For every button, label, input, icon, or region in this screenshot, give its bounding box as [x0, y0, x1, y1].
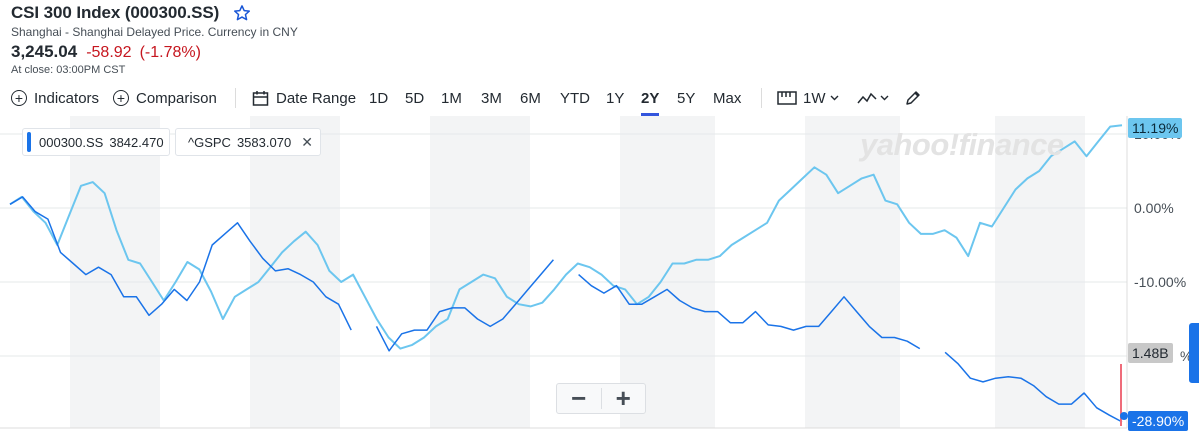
plus-circle-icon: +	[11, 90, 27, 106]
zoom-out-button[interactable]: −	[571, 383, 587, 413]
zoom-in-button[interactable]: +	[615, 383, 631, 413]
line-chart-icon	[857, 91, 877, 105]
comparison-button[interactable]: + Comparison	[113, 86, 217, 110]
chart-area[interactable]: 10.00%0.00%-10.00%%	[0, 116, 1199, 431]
chart-toolbar: + Indicators + Comparison Date Range 1D …	[0, 86, 1199, 110]
chart-type-dropdown[interactable]	[857, 86, 889, 110]
line-chart[interactable]: 10.00%0.00%-10.00%%	[0, 116, 1199, 431]
active-range-underline	[641, 113, 659, 116]
time-band	[995, 116, 1085, 428]
volume-tag: 1.48B	[1128, 343, 1173, 363]
range-1d[interactable]: 1D	[369, 89, 389, 107]
interval-dropdown[interactable]: 1W	[777, 86, 839, 110]
pencil-icon	[904, 89, 922, 107]
chevron-down-icon	[880, 95, 889, 101]
gspc-last-value-tag: 11.19%	[1128, 118, 1183, 138]
time-bands	[70, 116, 1085, 428]
range-6m[interactable]: 6M	[520, 89, 541, 107]
legend-item-csi[interactable]: 000300.SS 3842.470	[22, 128, 170, 156]
range-5y[interactable]: 5Y	[677, 89, 696, 107]
range-ytd[interactable]: YTD	[560, 89, 590, 107]
last-point-marker	[1120, 412, 1128, 420]
current-price: 3,245.04	[11, 42, 78, 61]
close-time: At close: 03:00PM CST	[11, 64, 126, 76]
plus-circle-icon: +	[113, 90, 129, 106]
indicators-button[interactable]: + Indicators	[11, 86, 99, 110]
series-line-csi	[9, 196, 1123, 423]
legend-value: 3583.070	[236, 134, 292, 150]
range-max[interactable]: Max	[713, 89, 742, 107]
page-title: CSI 300 Index (000300.SS)	[11, 3, 220, 22]
toolbar-divider	[761, 88, 762, 108]
series-line-gspc	[9, 124, 1123, 350]
interval-label: 1W	[803, 89, 826, 107]
chevron-down-icon	[830, 95, 839, 101]
y-axis-label: 0.00%	[1134, 200, 1174, 216]
exchange-subtitle: Shanghai - Shanghai Delayed Price. Curre…	[11, 25, 298, 39]
price-change: -58.92	[86, 44, 132, 61]
star-icon[interactable]	[233, 4, 251, 22]
range-5d[interactable]: 5D	[405, 89, 425, 107]
date-range-button[interactable]: Date Range	[252, 86, 356, 110]
time-band	[805, 116, 900, 428]
draw-tool-button[interactable]	[904, 86, 922, 110]
y-axis-label: -10.00%	[1134, 274, 1186, 290]
series-lines	[9, 124, 1123, 423]
indicators-label: Indicators	[34, 89, 100, 107]
legend-symbol: ^GSPC	[188, 134, 231, 150]
calendar-icon	[252, 90, 269, 107]
comparison-label: Comparison	[136, 89, 217, 107]
range-2y[interactable]: 2Y	[641, 89, 660, 107]
series-color-swatch	[27, 132, 31, 152]
price-change-percent: (-1.78%)	[139, 44, 201, 61]
zoom-divider	[600, 388, 602, 409]
zoom-controls: − +	[556, 383, 646, 414]
close-icon[interactable]: ✕	[301, 133, 313, 150]
quote-header: CSI 300 Index (000300.SS) Shanghai - Sha…	[11, 2, 611, 76]
legend-item-gspc[interactable]: ^GSPC 3583.070 ✕	[175, 128, 321, 156]
side-panel-toggle[interactable]	[1189, 323, 1199, 383]
csi-last-value-tag: -28.90%	[1128, 411, 1189, 431]
time-band	[430, 116, 530, 428]
yahoo-finance-logo: yahoo!finance	[860, 127, 1064, 162]
candle-interval-icon	[777, 90, 797, 106]
volume-bar	[1120, 364, 1122, 426]
range-1m[interactable]: 1M	[441, 89, 462, 107]
range-3m[interactable]: 3M	[481, 89, 502, 107]
grid-lines	[0, 133, 1127, 357]
date-range-label: Date Range	[276, 89, 357, 107]
toolbar-divider	[235, 88, 236, 108]
range-1y[interactable]: 1Y	[606, 89, 625, 107]
legend-symbol: 000300.SS	[39, 134, 104, 150]
legend-value: 3842.470	[109, 134, 164, 150]
y-axis-labels: 10.00%0.00%-10.00%%	[1134, 126, 1192, 364]
